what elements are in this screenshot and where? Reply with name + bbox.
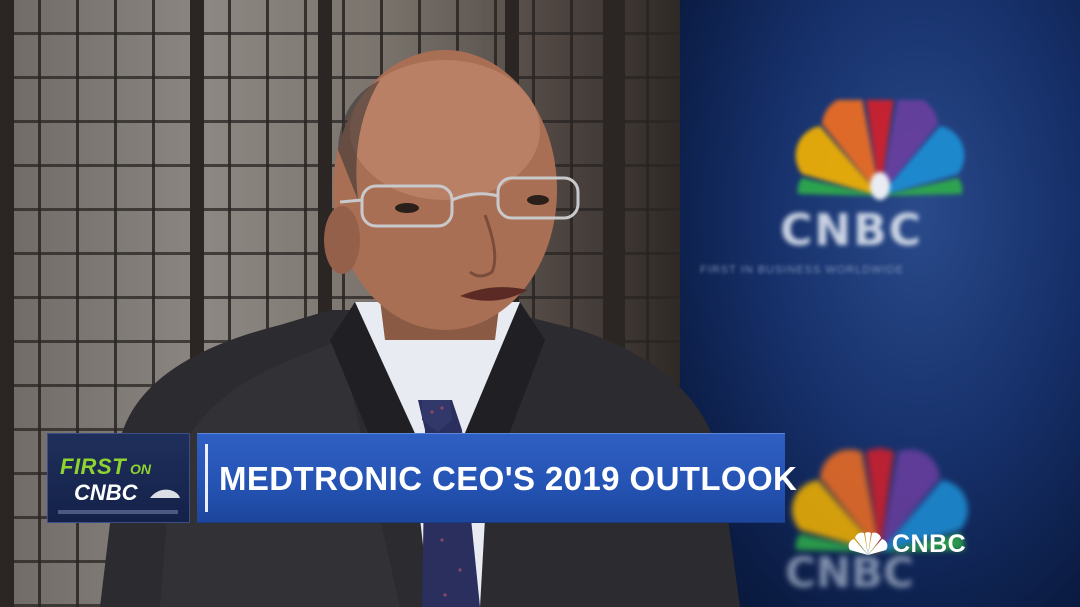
backdrop-logo-text: CNBC (780, 205, 923, 256)
tag-network: CNBC (74, 480, 138, 505)
tag-first: FIRST (60, 454, 127, 479)
peacock-logo-icon (792, 448, 968, 552)
backdrop-tagline: FIRST IN BUSINESS WORLDWIDE (700, 264, 905, 276)
cnbc-swoosh-icon (150, 489, 180, 498)
peacock-logo-icon (848, 532, 888, 555)
headline-bar: MEDTRONIC CEO'S 2019 OUTLOOK (197, 433, 797, 523)
tag-subline (58, 510, 178, 514)
network-bug-label: CNBC (892, 529, 967, 558)
peacock-logo-icon (795, 100, 965, 200)
tag-on: ON (130, 461, 151, 477)
first-on-cnbc-tag: FIRST ON CNBC (47, 433, 190, 523)
headline-text: MEDTRONIC CEO'S 2019 OUTLOOK (219, 460, 798, 497)
backdrop-logo-text-lower: CNBC (785, 548, 914, 597)
network-bug: CNBC (848, 529, 966, 559)
